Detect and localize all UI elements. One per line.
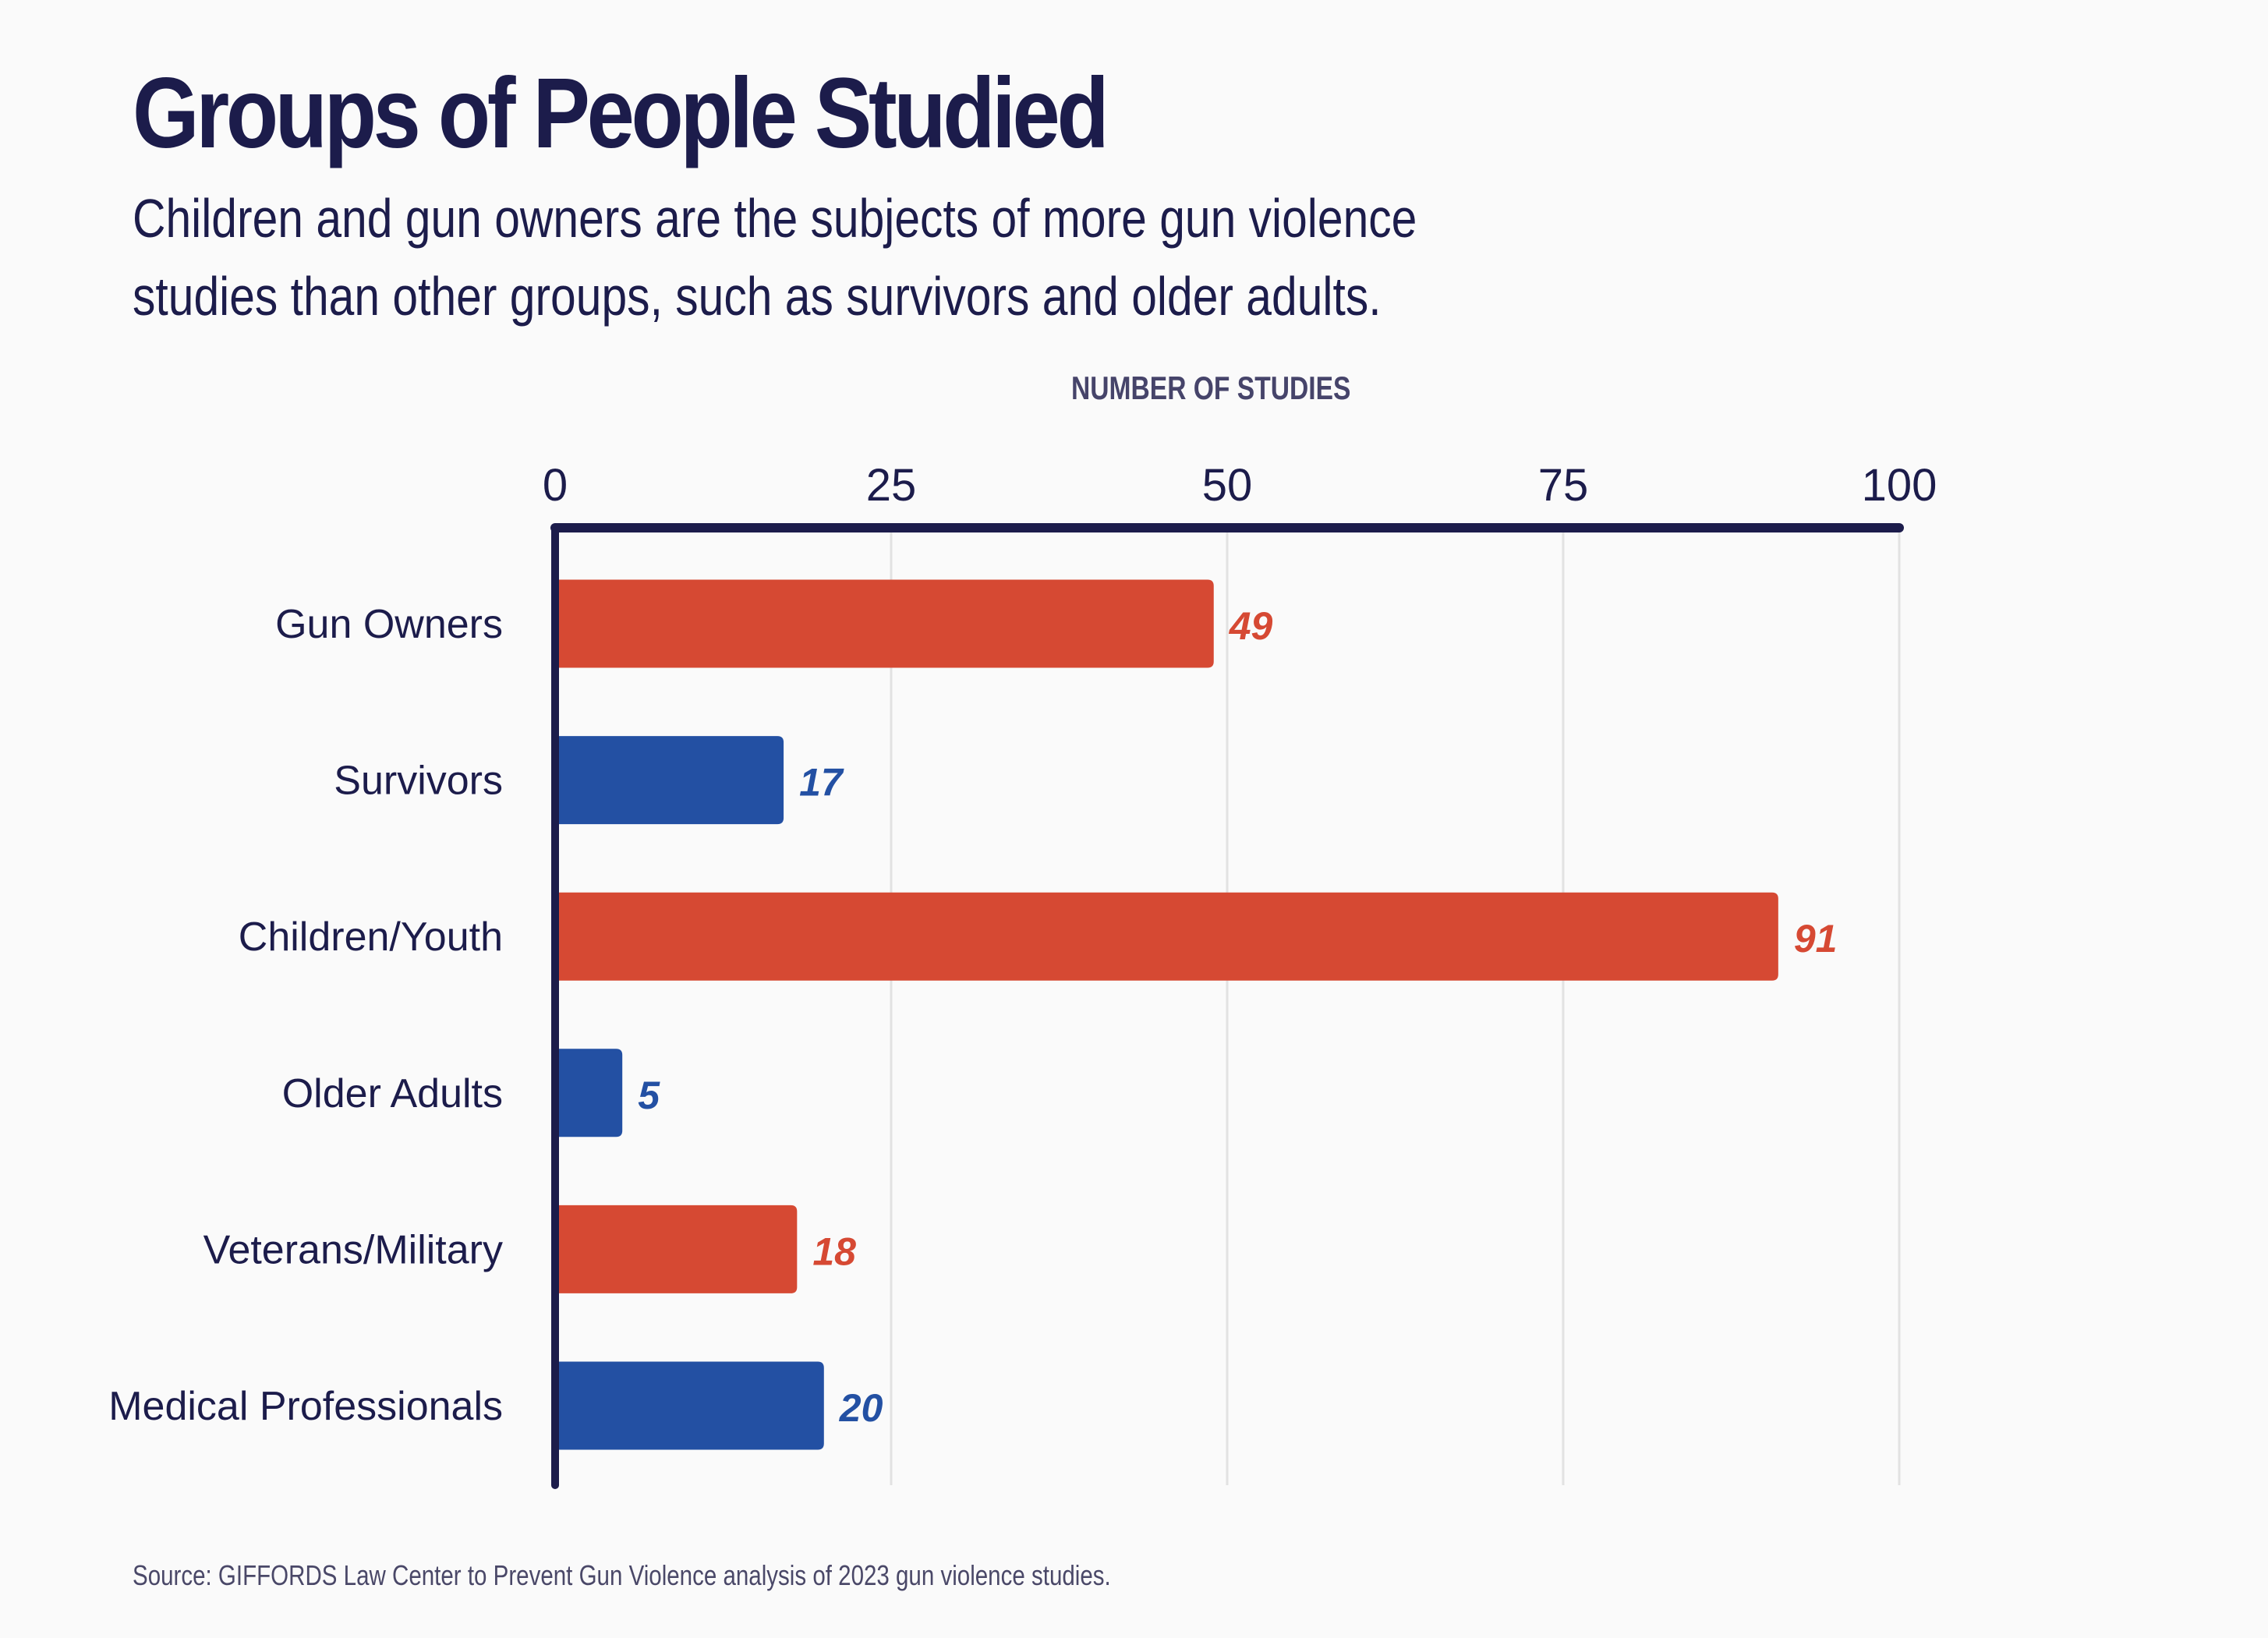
bars bbox=[555, 579, 1778, 1450]
tick-labels: 0 25 50 75 100 bbox=[543, 460, 1937, 511]
x-tick-label: 25 bbox=[866, 460, 917, 511]
category-label: Gun Owners bbox=[275, 602, 503, 647]
x-axis-title: NUMBER OF STUDIES bbox=[1071, 370, 1351, 406]
subtitle-line-1: Children and gun owners are the subjects… bbox=[133, 188, 1417, 249]
gridlines bbox=[890, 528, 1901, 1485]
category-label: Veterans/Military bbox=[203, 1227, 503, 1272]
bar-veterans-military bbox=[555, 1205, 798, 1293]
category-label: Children/Youth bbox=[239, 915, 503, 960]
value-labels: 49 17 91 5 18 20 bbox=[638, 604, 1837, 1430]
x-tick-label: 0 bbox=[543, 460, 568, 511]
bar-medical-professionals bbox=[555, 1361, 824, 1450]
value-label: 49 bbox=[1229, 604, 1273, 648]
value-label: 20 bbox=[839, 1386, 883, 1430]
value-label: 18 bbox=[812, 1229, 856, 1273]
value-label: 17 bbox=[799, 761, 844, 805]
value-label: 91 bbox=[1794, 917, 1838, 961]
chart-subtitle: Children and gun owners are the subjects… bbox=[133, 179, 1417, 335]
x-tick-label: 75 bbox=[1538, 460, 1589, 511]
x-tick-label: 50 bbox=[1202, 460, 1253, 511]
bar-older-adults bbox=[555, 1049, 623, 1137]
category-label: Older Adults bbox=[282, 1071, 503, 1116]
bar-children-youth bbox=[555, 892, 1778, 981]
x-tick-label: 100 bbox=[1862, 460, 1937, 511]
bar-survivors bbox=[555, 736, 784, 825]
category-label: Survivors bbox=[334, 759, 503, 804]
source-note: Source: GIFFORDS Law Center to Prevent G… bbox=[133, 1559, 1111, 1591]
category-labels: Gun Owners Survivors Children/Youth Older A… bbox=[108, 602, 503, 1429]
value-label: 5 bbox=[638, 1074, 660, 1117]
chart-title: Groups of People Studied bbox=[133, 58, 1109, 169]
bar-gun-owners bbox=[555, 579, 1214, 668]
subtitle-line-2: studies than other groups, such as survi… bbox=[133, 266, 1382, 327]
category-label: Medical Professionals bbox=[108, 1384, 503, 1429]
axes bbox=[550, 523, 1904, 1489]
